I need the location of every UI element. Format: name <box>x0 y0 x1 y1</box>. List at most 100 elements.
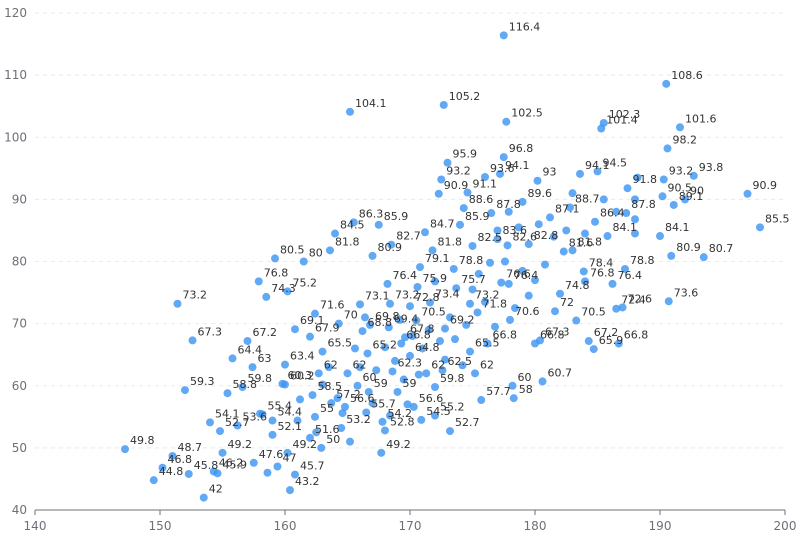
scatter-point[interactable] <box>518 266 527 275</box>
scatter-point[interactable] <box>364 387 373 396</box>
scatter-point[interactable] <box>268 430 277 439</box>
scatter-point[interactable] <box>531 276 539 285</box>
scatter-point[interactable] <box>556 289 564 298</box>
scatter-point[interactable] <box>501 257 509 266</box>
scatter-point[interactable] <box>511 304 519 313</box>
scatter-point[interactable] <box>386 411 394 420</box>
scatter-point[interactable] <box>451 335 459 344</box>
scatter-point[interactable] <box>324 363 333 372</box>
scatter-point[interactable] <box>273 462 282 471</box>
scatter-point[interactable] <box>468 285 477 294</box>
scatter-point[interactable] <box>258 410 267 419</box>
scatter-point[interactable] <box>263 468 272 477</box>
scatter-point[interactable] <box>408 332 417 341</box>
scatter-point[interactable] <box>631 195 639 204</box>
scatter-point[interactable] <box>401 333 409 342</box>
scatter-point[interactable] <box>503 241 512 250</box>
scatter-point[interactable] <box>499 31 508 40</box>
scatter-point[interactable] <box>306 332 314 341</box>
scatter-point[interactable] <box>311 412 319 421</box>
scatter-point[interactable] <box>199 493 208 502</box>
scatter-point[interactable] <box>403 400 412 409</box>
scatter-point[interactable] <box>612 304 621 313</box>
scatter-point[interactable] <box>603 232 612 241</box>
scatter-point[interactable] <box>361 313 369 322</box>
scatter-point[interactable] <box>268 416 277 425</box>
scatter-point[interactable] <box>506 315 514 324</box>
scatter-point[interactable] <box>599 195 608 204</box>
scatter-point[interactable] <box>422 369 431 378</box>
scatter-point[interactable] <box>223 389 232 398</box>
scatter-point[interactable] <box>293 416 302 425</box>
scatter-point[interactable] <box>631 229 639 238</box>
scatter-point[interactable] <box>381 426 389 435</box>
scatter-point[interactable] <box>658 192 667 201</box>
scatter-point[interactable] <box>149 476 158 485</box>
scatter-point[interactable] <box>173 299 182 308</box>
scatter-point[interactable] <box>318 380 327 389</box>
scatter-point[interactable] <box>466 347 474 356</box>
scatter-point[interactable] <box>593 167 602 176</box>
scatter-point[interactable] <box>249 458 258 467</box>
scatter-point[interactable] <box>631 215 639 224</box>
scatter-point[interactable] <box>468 241 477 250</box>
scatter-point[interactable] <box>663 144 672 153</box>
scatter-point[interactable] <box>439 100 448 109</box>
scatter-point[interactable] <box>213 469 222 478</box>
scatter-point[interactable] <box>568 246 577 255</box>
scatter-point[interactable] <box>168 451 177 460</box>
scatter-point[interactable] <box>406 302 414 311</box>
scatter-point[interactable] <box>206 418 214 427</box>
scatter-point[interactable] <box>591 217 599 226</box>
scatter-point[interactable] <box>518 197 527 206</box>
scatter-point[interactable] <box>667 251 676 260</box>
scatter-point[interactable] <box>314 369 323 378</box>
scatter-point[interactable] <box>399 375 408 384</box>
scatter-point[interactable] <box>589 345 598 354</box>
scatter-point[interactable] <box>487 209 496 218</box>
scatter-point[interactable] <box>436 337 444 346</box>
scatter-point[interactable] <box>396 315 404 324</box>
scatter-point[interactable] <box>368 399 377 408</box>
scatter-point[interactable] <box>538 377 547 386</box>
scatter-point[interactable] <box>378 417 387 426</box>
scatter-point[interactable] <box>291 325 299 334</box>
scatter-point[interactable] <box>262 292 271 301</box>
scatter-point[interactable] <box>662 79 671 88</box>
scatter-point[interactable] <box>372 366 381 375</box>
scatter-point[interactable] <box>541 260 549 269</box>
scatter-point[interactable] <box>572 316 581 325</box>
scatter-point[interactable] <box>458 361 467 370</box>
scatter-point[interactable] <box>417 415 426 424</box>
scatter-point[interactable] <box>283 287 292 296</box>
scatter-point[interactable] <box>326 246 334 255</box>
scatter-point[interactable] <box>633 173 642 182</box>
scatter-point[interactable] <box>559 247 568 256</box>
scatter-point[interactable] <box>743 189 752 198</box>
scatter-point[interactable] <box>218 448 227 457</box>
scatter-point[interactable] <box>311 309 319 318</box>
scatter-point[interactable] <box>462 320 471 329</box>
scatter-point[interactable] <box>452 284 461 293</box>
scatter-point[interactable] <box>477 396 486 405</box>
scatter-point[interactable] <box>481 173 489 182</box>
scatter-point[interactable] <box>283 448 292 457</box>
scatter-point[interactable] <box>418 344 427 353</box>
scatter-point[interactable] <box>338 409 347 418</box>
scatter-point[interactable] <box>599 118 608 127</box>
scatter-point[interactable] <box>351 344 359 353</box>
scatter-point[interactable] <box>497 278 506 287</box>
scatter-point[interactable] <box>431 411 439 420</box>
scatter-point[interactable] <box>358 327 367 336</box>
scatter-point[interactable] <box>608 279 617 288</box>
scatter-point[interactable] <box>533 176 542 185</box>
scatter-point[interactable] <box>349 218 358 227</box>
scatter-point[interactable] <box>551 307 559 316</box>
scatter-point[interactable] <box>158 463 167 472</box>
scatter-point[interactable] <box>233 421 242 430</box>
scatter-point[interactable] <box>366 320 374 329</box>
scatter-point[interactable] <box>412 316 421 325</box>
scatter-point[interactable] <box>377 448 386 457</box>
scatter-point[interactable] <box>286 486 294 495</box>
scatter-point[interactable] <box>341 402 349 411</box>
